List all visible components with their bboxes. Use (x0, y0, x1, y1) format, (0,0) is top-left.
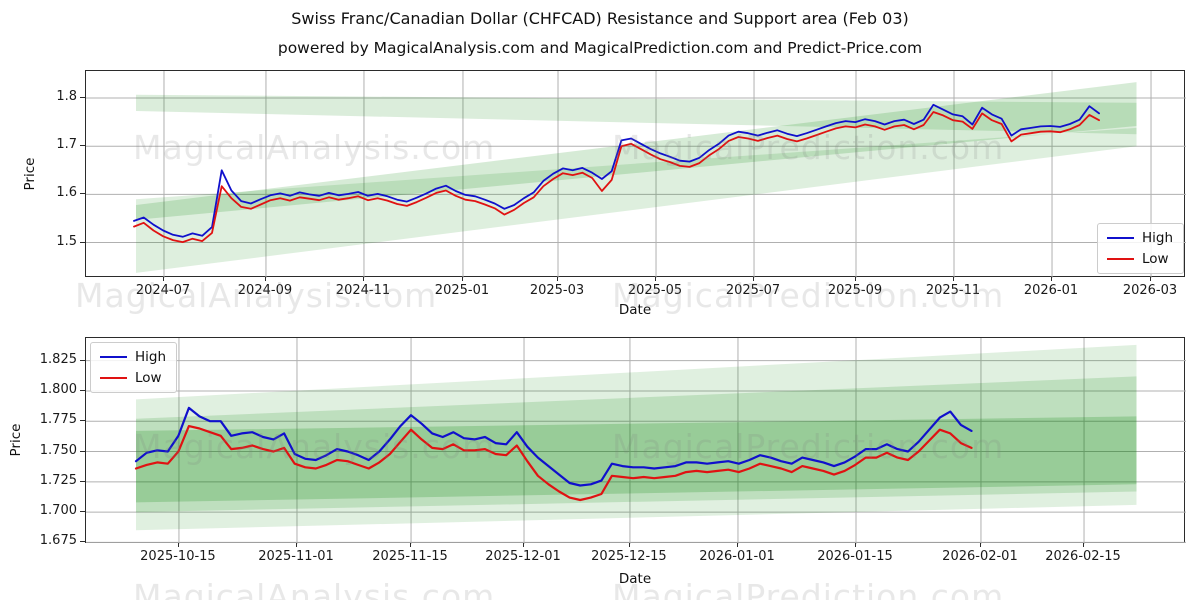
y-tick-label: 1.6 (56, 185, 77, 201)
y-tick-mark (80, 389, 85, 391)
low-line-sample-icon (1107, 258, 1134, 260)
x-tick-label: 2025-07 (725, 283, 781, 298)
x-tick-mark (362, 277, 364, 281)
x-tick-mark (264, 277, 266, 281)
x-tick-mark (628, 543, 630, 547)
x-tick-mark (557, 277, 558, 281)
x-tick-label: 2025-10-15 (140, 549, 216, 564)
y-tick-label: 1.725 (39, 472, 77, 488)
x-tick-mark (1083, 543, 1085, 547)
x-tick-label: 2025-01 (434, 283, 490, 298)
bottom-chart-plot (85, 337, 1186, 544)
y-tick-mark (80, 193, 85, 195)
x-tick-label: 2026-02-01 (942, 549, 1018, 564)
x-tick-label: 2025-12-15 (591, 549, 667, 564)
low-line-sample-icon (100, 377, 127, 379)
figure-title: Swiss Franc/Canadian Dollar (CHFCAD) Res… (291, 9, 909, 28)
x-tick-mark (655, 277, 657, 281)
y-tick-label: 1.7 (56, 137, 77, 153)
chart-canvas (86, 338, 1186, 544)
y-tick-label: 1.700 (39, 503, 77, 519)
bottom-chart-legend: High Low (90, 342, 178, 393)
y-tick-mark (80, 359, 85, 361)
x-tick-label: 2026-02-15 (1045, 549, 1121, 564)
x-tick-label: 2026-03 (1122, 283, 1178, 298)
figure-subtitle: powered by MagicalAnalysis.com and Magic… (277, 39, 923, 57)
x-tick-mark (855, 277, 856, 281)
x-tick-label: 2025-12-01 (485, 549, 561, 564)
x-tick-label: 2025-03 (529, 283, 585, 298)
x-tick-label: 2025-11-01 (258, 549, 334, 564)
bottom-x-axis-label: Date (618, 571, 652, 587)
legend-row-low: Low (1107, 251, 1173, 267)
y-tick-mark (80, 541, 85, 543)
watermark-text: MagicalAnalysis.com (133, 577, 496, 600)
y-tick-mark (80, 480, 85, 482)
y-tick-label: 1.775 (39, 412, 77, 428)
x-tick-label: 2026-01-15 (817, 549, 893, 564)
legend-label-high: High (1142, 230, 1174, 246)
x-tick-mark (295, 543, 297, 547)
x-tick-label: 2026-01-01 (699, 549, 775, 564)
x-tick-mark (953, 277, 954, 281)
y-tick-mark (80, 450, 85, 452)
top-chart-plot (85, 70, 1186, 278)
x-tick-mark (461, 277, 463, 281)
y-tick-mark (80, 420, 85, 422)
x-tick-mark (979, 543, 981, 547)
legend-row-high: High (100, 349, 166, 365)
y-tick-label: 1.675 (39, 533, 77, 549)
y-tick-label: 1.8 (56, 89, 77, 105)
x-tick-mark (1150, 277, 1152, 281)
x-tick-label: 2025-05 (627, 283, 683, 298)
y-tick-mark (80, 145, 85, 147)
y-tick-label: 1.750 (39, 442, 77, 458)
x-tick-mark (736, 543, 738, 547)
y-tick-mark (80, 97, 85, 99)
top-x-axis-label: Date (618, 302, 652, 318)
legend-label-high: High (135, 349, 167, 365)
y-tick-label: 1.825 (39, 351, 77, 367)
legend-row-high: High (1107, 230, 1173, 246)
chart-canvas (86, 71, 1186, 278)
y-tick-label: 1.800 (39, 381, 77, 397)
legend-label-low: Low (1142, 251, 1169, 267)
y-tick-label: 1.5 (56, 233, 77, 249)
x-tick-mark (753, 277, 755, 281)
x-tick-label: 2024-11 (335, 283, 391, 298)
x-tick-label: 2024-09 (237, 283, 293, 298)
legend-row-low: Low (100, 370, 166, 386)
x-tick-label: 2025-09 (827, 283, 883, 298)
x-tick-mark (410, 543, 412, 547)
x-tick-label: 2026-01 (1023, 283, 1079, 298)
x-tick-label: 2025-11 (925, 283, 981, 298)
high-line-sample-icon (1107, 237, 1134, 239)
y-tick-mark (80, 241, 85, 243)
x-tick-label: 2024-07 (135, 283, 191, 298)
y-tick-mark (80, 511, 85, 513)
x-tick-label: 2025-11-15 (372, 549, 448, 564)
top-chart-legend: High Low (1097, 223, 1185, 274)
x-tick-mark (1051, 277, 1053, 281)
legend-label-low: Low (135, 370, 162, 386)
x-tick-mark (523, 543, 525, 547)
watermark-text: MagicalPrediction.com (612, 577, 1005, 600)
x-tick-mark (177, 543, 179, 547)
x-tick-mark (855, 543, 856, 547)
x-tick-mark (162, 277, 164, 281)
high-line-sample-icon (100, 356, 127, 358)
